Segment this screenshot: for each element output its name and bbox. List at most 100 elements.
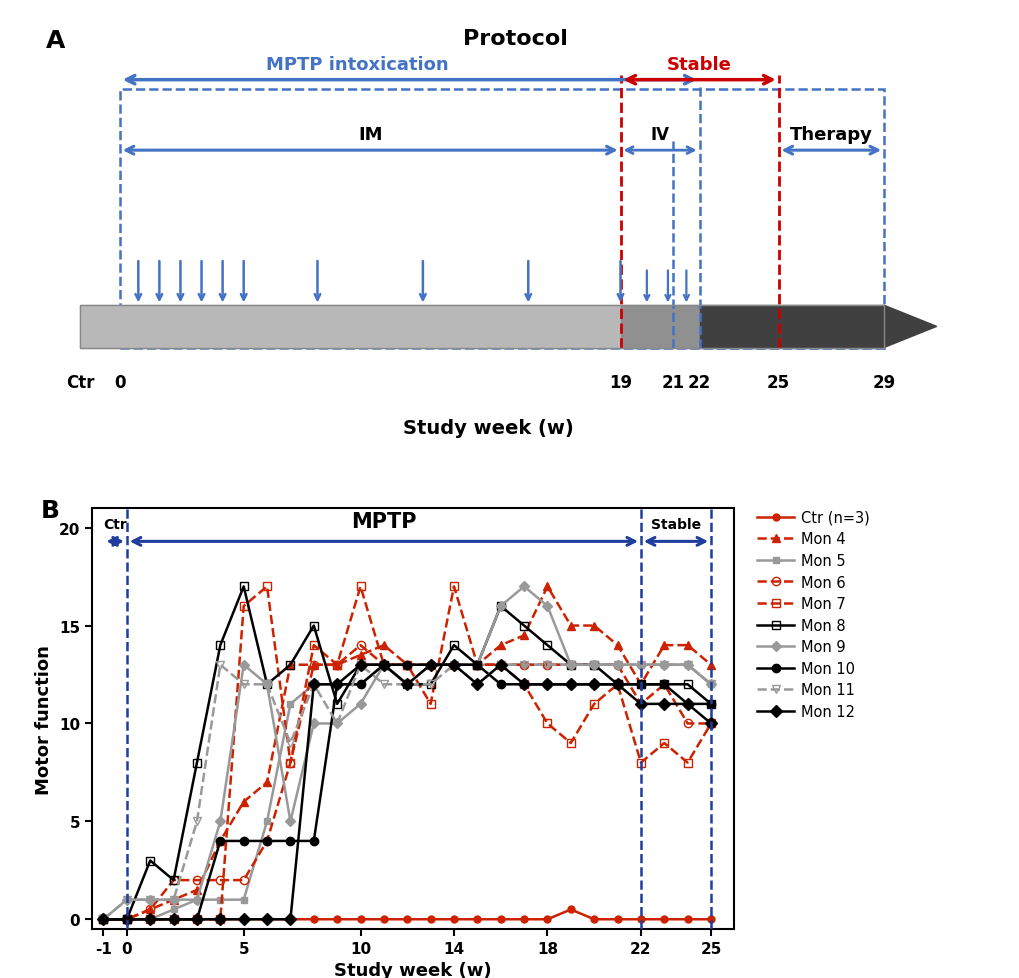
Mon 10 [377, 659, 389, 671]
Mon 6 [377, 659, 389, 671]
Text: 19: 19 [608, 374, 632, 392]
Mon 8 [97, 913, 109, 925]
Mon 5 [518, 659, 530, 671]
Mon 4 [377, 640, 389, 651]
Mon 4 [354, 649, 366, 661]
Mon 6 [308, 659, 320, 671]
Mon 5 [634, 659, 646, 671]
Text: 0: 0 [114, 374, 125, 392]
Mon 11 [541, 659, 553, 671]
Text: MPTP intoxication: MPTP intoxication [265, 56, 448, 73]
Line: Mon 11: Mon 11 [99, 661, 714, 923]
Mon 12 [518, 679, 530, 690]
Mon 4 [97, 913, 109, 925]
Mon 11 [191, 816, 203, 827]
Mon 4 [144, 904, 156, 915]
Line: Ctr (n=3): Ctr (n=3) [100, 906, 713, 923]
Mon 8 [541, 640, 553, 651]
Ctr (n=3) [424, 913, 436, 925]
Mon 5 [144, 913, 156, 925]
Mon 9 [237, 659, 250, 671]
Mon 8 [704, 698, 716, 710]
Mon 4 [634, 679, 646, 690]
Mon 8 [588, 659, 600, 671]
Mon 10 [237, 835, 250, 847]
Mon 12 [237, 913, 250, 925]
Mon 4 [565, 620, 577, 632]
Ctr (n=3) [447, 913, 460, 925]
Mon 10 [610, 679, 623, 690]
Bar [620, 306, 699, 348]
Text: 22: 22 [687, 374, 710, 392]
Mon 10 [97, 913, 109, 925]
Mon 8 [214, 640, 226, 651]
Mon 6 [144, 904, 156, 915]
Ctr (n=3) [167, 913, 179, 925]
Mon 7 [331, 659, 343, 671]
Ctr (n=3) [308, 913, 320, 925]
Mon 6 [120, 913, 132, 925]
Ctr (n=3) [565, 904, 577, 915]
Mon 11 [424, 679, 436, 690]
Mon 5 [447, 659, 460, 671]
Mon 8 [610, 679, 623, 690]
Mon 9 [657, 659, 669, 671]
Mon 4 [400, 659, 413, 671]
Mon 6 [354, 640, 366, 651]
Mon 10 [634, 679, 646, 690]
Line: Mon 12: Mon 12 [99, 661, 714, 923]
Mon 10 [704, 698, 716, 710]
Mon 10 [400, 659, 413, 671]
Mon 6 [681, 718, 693, 730]
Mon 7 [494, 659, 506, 671]
Ctr (n=3) [377, 913, 389, 925]
Mon 7 [518, 679, 530, 690]
X-axis label: Study week (w): Study week (w) [334, 961, 491, 978]
Mon 10 [588, 679, 600, 690]
Polygon shape [883, 306, 935, 348]
Mon 9 [565, 659, 577, 671]
Y-axis label: Motor function: Motor function [35, 644, 53, 794]
Mon 7 [377, 659, 389, 671]
Mon 12 [588, 679, 600, 690]
Mon 10 [331, 679, 343, 690]
Text: 25: 25 [766, 374, 790, 392]
Mon 11 [565, 659, 577, 671]
Mon 9 [97, 913, 109, 925]
Ctr (n=3) [144, 913, 156, 925]
Mon 11 [681, 659, 693, 671]
Mon 7 [424, 698, 436, 710]
Mon 9 [494, 600, 506, 612]
Mon 6 [518, 659, 530, 671]
Mon 9 [424, 659, 436, 671]
Mon 7 [354, 581, 366, 593]
Mon 6 [97, 913, 109, 925]
Text: Ctr: Ctr [103, 517, 127, 531]
Mon 5 [331, 679, 343, 690]
Mon 12 [97, 913, 109, 925]
Mon 9 [471, 659, 483, 671]
Text: IV: IV [650, 126, 668, 144]
Ctr (n=3) [284, 913, 297, 925]
Mon 7 [284, 757, 297, 769]
Mon 10 [144, 913, 156, 925]
Ctr (n=3) [97, 913, 109, 925]
Mon 9 [634, 659, 646, 671]
Mon 10 [424, 659, 436, 671]
Mon 11 [167, 894, 179, 906]
Mon 9 [588, 659, 600, 671]
Mon 10 [191, 913, 203, 925]
Mon 4 [167, 894, 179, 906]
Mon 5 [400, 659, 413, 671]
Mon 10 [354, 679, 366, 690]
Mon 12 [377, 659, 389, 671]
Text: B: B [41, 499, 60, 523]
Mon 6 [261, 835, 273, 847]
Mon 11 [704, 679, 716, 690]
Mon 12 [424, 659, 436, 671]
Mon 4 [447, 659, 460, 671]
Mon 12 [191, 913, 203, 925]
Mon 6 [331, 659, 343, 671]
Mon 4 [704, 659, 716, 671]
Line: Mon 4: Mon 4 [99, 583, 714, 923]
